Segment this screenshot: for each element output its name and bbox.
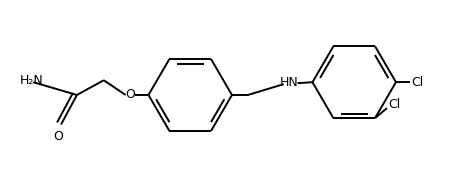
- Text: HN: HN: [279, 76, 298, 89]
- Text: H₂N: H₂N: [19, 74, 43, 87]
- Text: O: O: [53, 130, 63, 143]
- Text: O: O: [125, 88, 135, 101]
- Text: Cl: Cl: [387, 98, 400, 111]
- Text: Cl: Cl: [410, 76, 422, 89]
